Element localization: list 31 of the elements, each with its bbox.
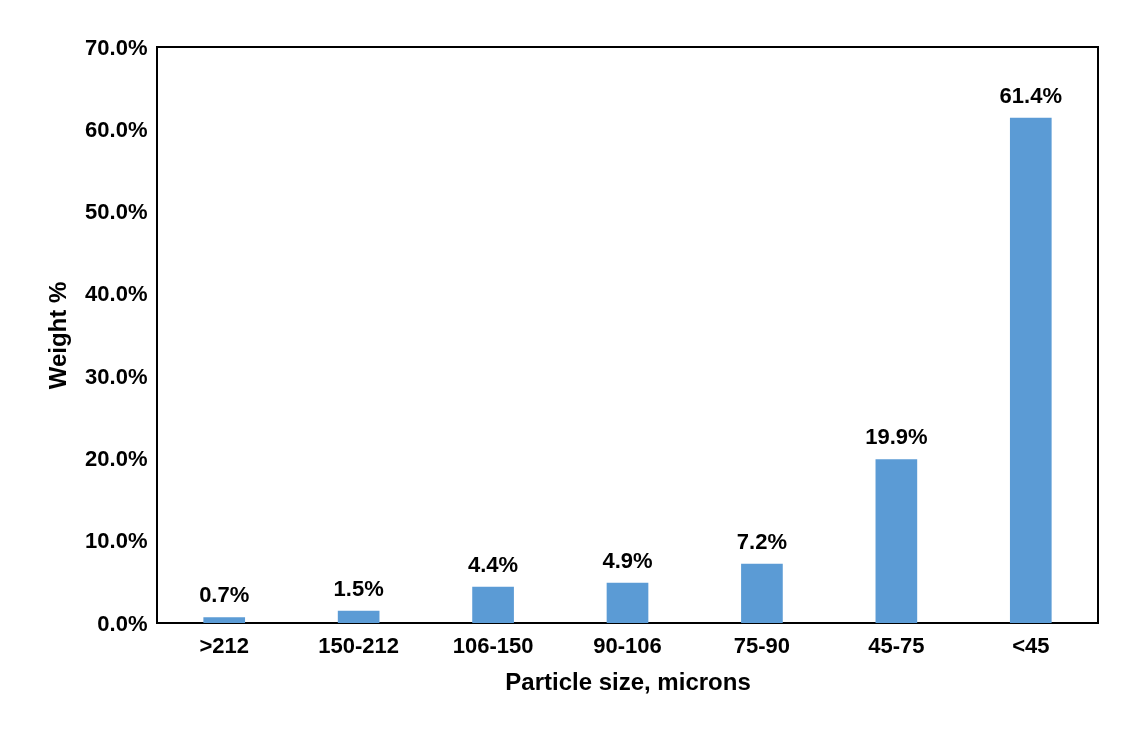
data-label: 7.2% bbox=[736, 528, 788, 554]
y-tick-label: 50.0% bbox=[85, 199, 148, 225]
y-tick-label: 20.0% bbox=[85, 445, 148, 471]
y-tick-label: 0.0% bbox=[97, 610, 148, 636]
data-label: 4.4% bbox=[467, 551, 519, 577]
y-tick-label: 70.0% bbox=[85, 34, 148, 60]
data-label: 61.4% bbox=[999, 82, 1062, 108]
data-label: 4.9% bbox=[602, 547, 653, 573]
x-tick-label: 90-106 bbox=[593, 632, 662, 658]
data-label: 1.5% bbox=[333, 575, 384, 601]
data-label: 19.9% bbox=[865, 424, 928, 450]
bar bbox=[741, 563, 783, 623]
y-tick-label: 30.0% bbox=[85, 363, 148, 389]
bar bbox=[472, 586, 514, 623]
bar bbox=[1009, 117, 1052, 623]
bar bbox=[203, 617, 246, 623]
y-axis-title: Weight % bbox=[44, 281, 72, 390]
y-tick-label: 40.0% bbox=[85, 281, 148, 307]
y-tick-label: 60.0% bbox=[85, 116, 148, 142]
x-axis-title: Particle size, microns bbox=[505, 667, 751, 695]
x-tick-label: >212 bbox=[199, 632, 249, 658]
x-tick-label: 106-150 bbox=[452, 632, 534, 658]
bar bbox=[606, 582, 649, 623]
bar bbox=[875, 459, 918, 623]
x-tick-label: 75-90 bbox=[733, 632, 791, 658]
data-label: 0.7% bbox=[199, 582, 250, 608]
bar bbox=[337, 610, 380, 623]
x-tick-label: <45 bbox=[1012, 632, 1050, 658]
y-tick-label: 10.0% bbox=[85, 528, 148, 554]
x-tick-label: 150-212 bbox=[318, 632, 400, 658]
x-tick-label: 45-75 bbox=[868, 632, 925, 658]
